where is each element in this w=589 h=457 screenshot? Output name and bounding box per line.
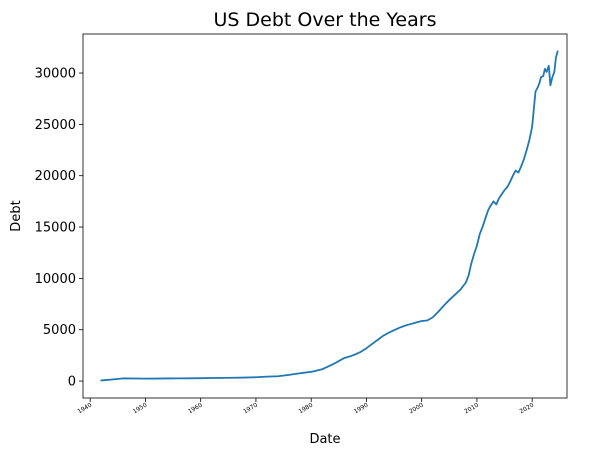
plot-frame xyxy=(82,33,568,399)
x-tick-label: 1980 xyxy=(297,402,314,416)
y-tick-label: 25000 xyxy=(35,118,76,133)
y-axis-label: Debt xyxy=(9,200,24,231)
y-tick-label: 0 xyxy=(68,375,76,390)
x-tick-label: 1940 xyxy=(76,402,93,416)
x-tick-label: 2020 xyxy=(518,402,535,416)
x-tick-label: 2000 xyxy=(408,402,425,416)
y-tick-label: 15000 xyxy=(35,221,76,236)
x-tick-label: 1950 xyxy=(132,402,149,416)
y-tick-label: 5000 xyxy=(43,323,76,338)
x-axis: 1940 1950 1960 1970 1980 1990 2000 2010 2020 xyxy=(76,398,535,415)
y-axis: 0 5000 10000 15000 20000 25000 30000 xyxy=(35,67,83,390)
x-tick-label: 2010 xyxy=(463,402,480,416)
series-line xyxy=(100,50,559,382)
x-tick-label: 1990 xyxy=(353,402,370,416)
y-tick-label: 20000 xyxy=(35,169,76,184)
y-tick-label: 30000 xyxy=(35,67,76,82)
x-tick-label: 1970 xyxy=(242,402,259,416)
y-tick-label: 10000 xyxy=(35,272,76,287)
chart-title: US Debt Over the Years xyxy=(214,9,437,31)
x-tick-label: 1960 xyxy=(187,402,204,416)
x-axis-label: Date xyxy=(309,432,340,447)
